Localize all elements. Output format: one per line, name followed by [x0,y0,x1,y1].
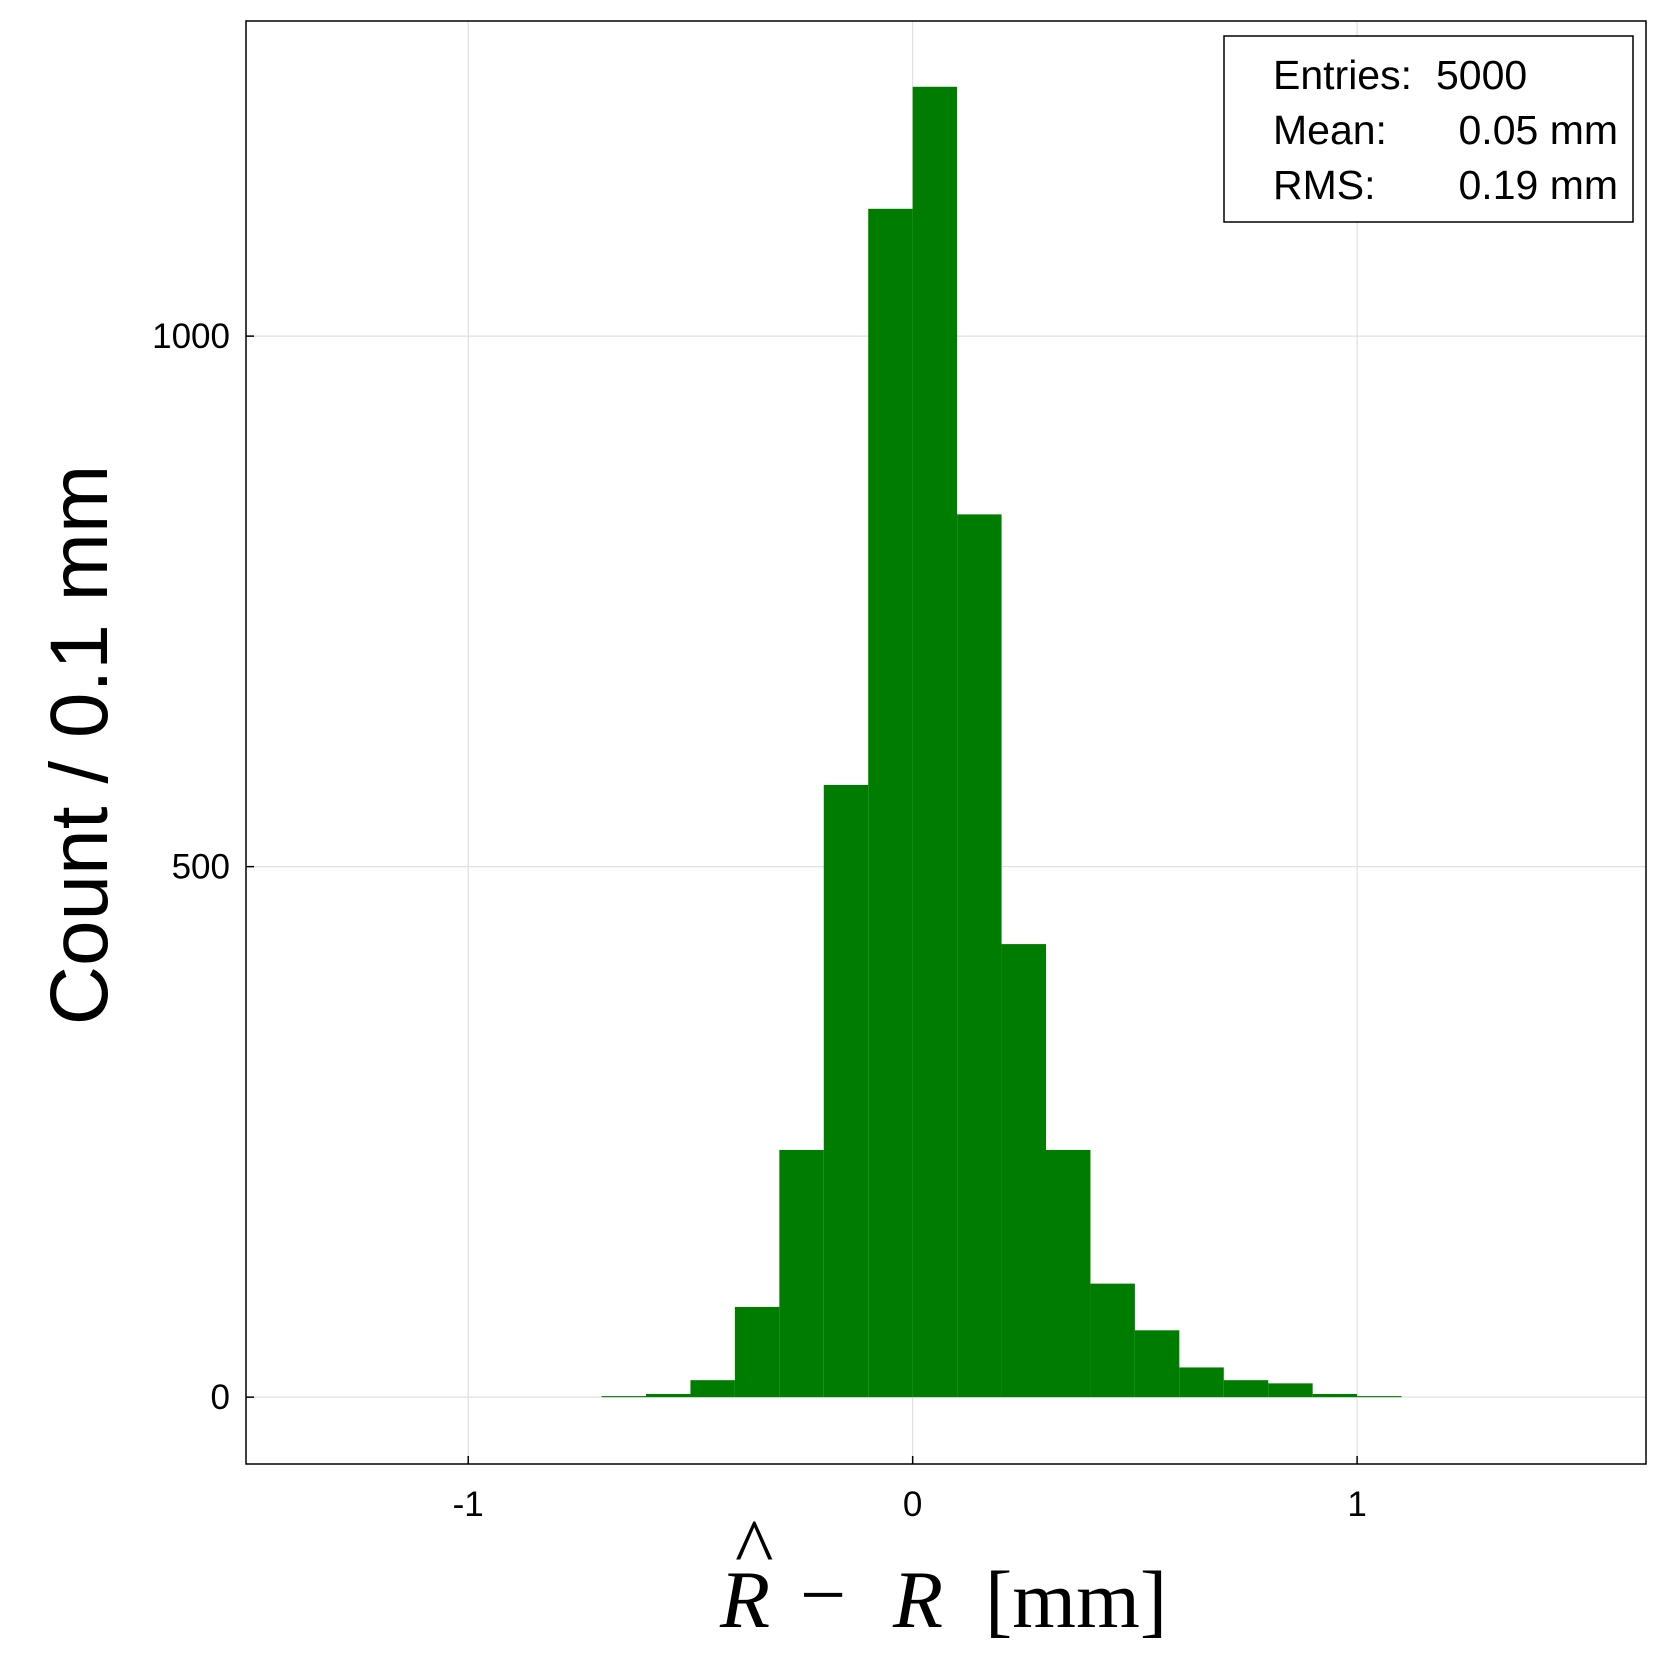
histogram-bar [957,514,1002,1398]
y-tick-label: 1000 [152,317,230,356]
stats-box: Entries: 5000 Mean: 0.05 mm RMS: 0.19 mm [1223,35,1634,223]
x-tick-label: 1 [1347,1485,1366,1524]
x-label-unit: [mm] [985,1554,1167,1645]
histogram-bar [601,1396,646,1398]
x-label-rhat: R [719,1554,770,1645]
histogram-bar [1357,1396,1402,1398]
histogram-bar [868,208,913,1398]
histogram-bar [779,1149,824,1398]
rms-value: 0.19 mm [1459,162,1619,208]
histogram-bar [823,784,869,1398]
histogram-bar [1134,1330,1180,1398]
histogram-bar [690,1380,735,1398]
histogram-bar [1090,1283,1135,1398]
y-tick-label: 500 [172,848,230,887]
x-axis-label: R ^ − R [mm] [719,1502,1167,1645]
y-tick-label: 0 [211,1378,230,1417]
histogram-bar [1001,944,1046,1398]
plot-frame [245,20,1647,1465]
stats-box-frame [1223,35,1634,223]
rms-label: RMS: [1273,162,1376,208]
x-label-hat: ^ [735,1502,773,1593]
mean-label: Mean: [1273,107,1387,153]
entries-value: 5000 [1436,52,1527,98]
histogram-bar [1312,1393,1358,1398]
histogram-bar [1268,1383,1313,1398]
x-tick-label: -1 [453,1485,484,1524]
y-axis-ticks: 0 500 1000 [152,317,254,1417]
histogram-bar [1046,1149,1091,1398]
x-tick-label: 0 [903,1485,922,1524]
x-label-minus: − [800,1549,846,1640]
histogram-bar [734,1306,780,1398]
histogram-bar [1179,1367,1224,1398]
histogram-bar [1223,1380,1269,1398]
entries-label: Entries: [1273,52,1412,98]
histogram-bars [601,86,1402,1398]
y-axis-label: Count / 0.1 mm [34,465,125,1026]
x-axis-ticks: -1 0 1 [453,1456,1367,1524]
x-label-r: R [892,1554,943,1645]
histogram-bar [646,1393,691,1398]
mean-value: 0.05 mm [1459,107,1619,153]
histogram-bar [912,86,958,1398]
